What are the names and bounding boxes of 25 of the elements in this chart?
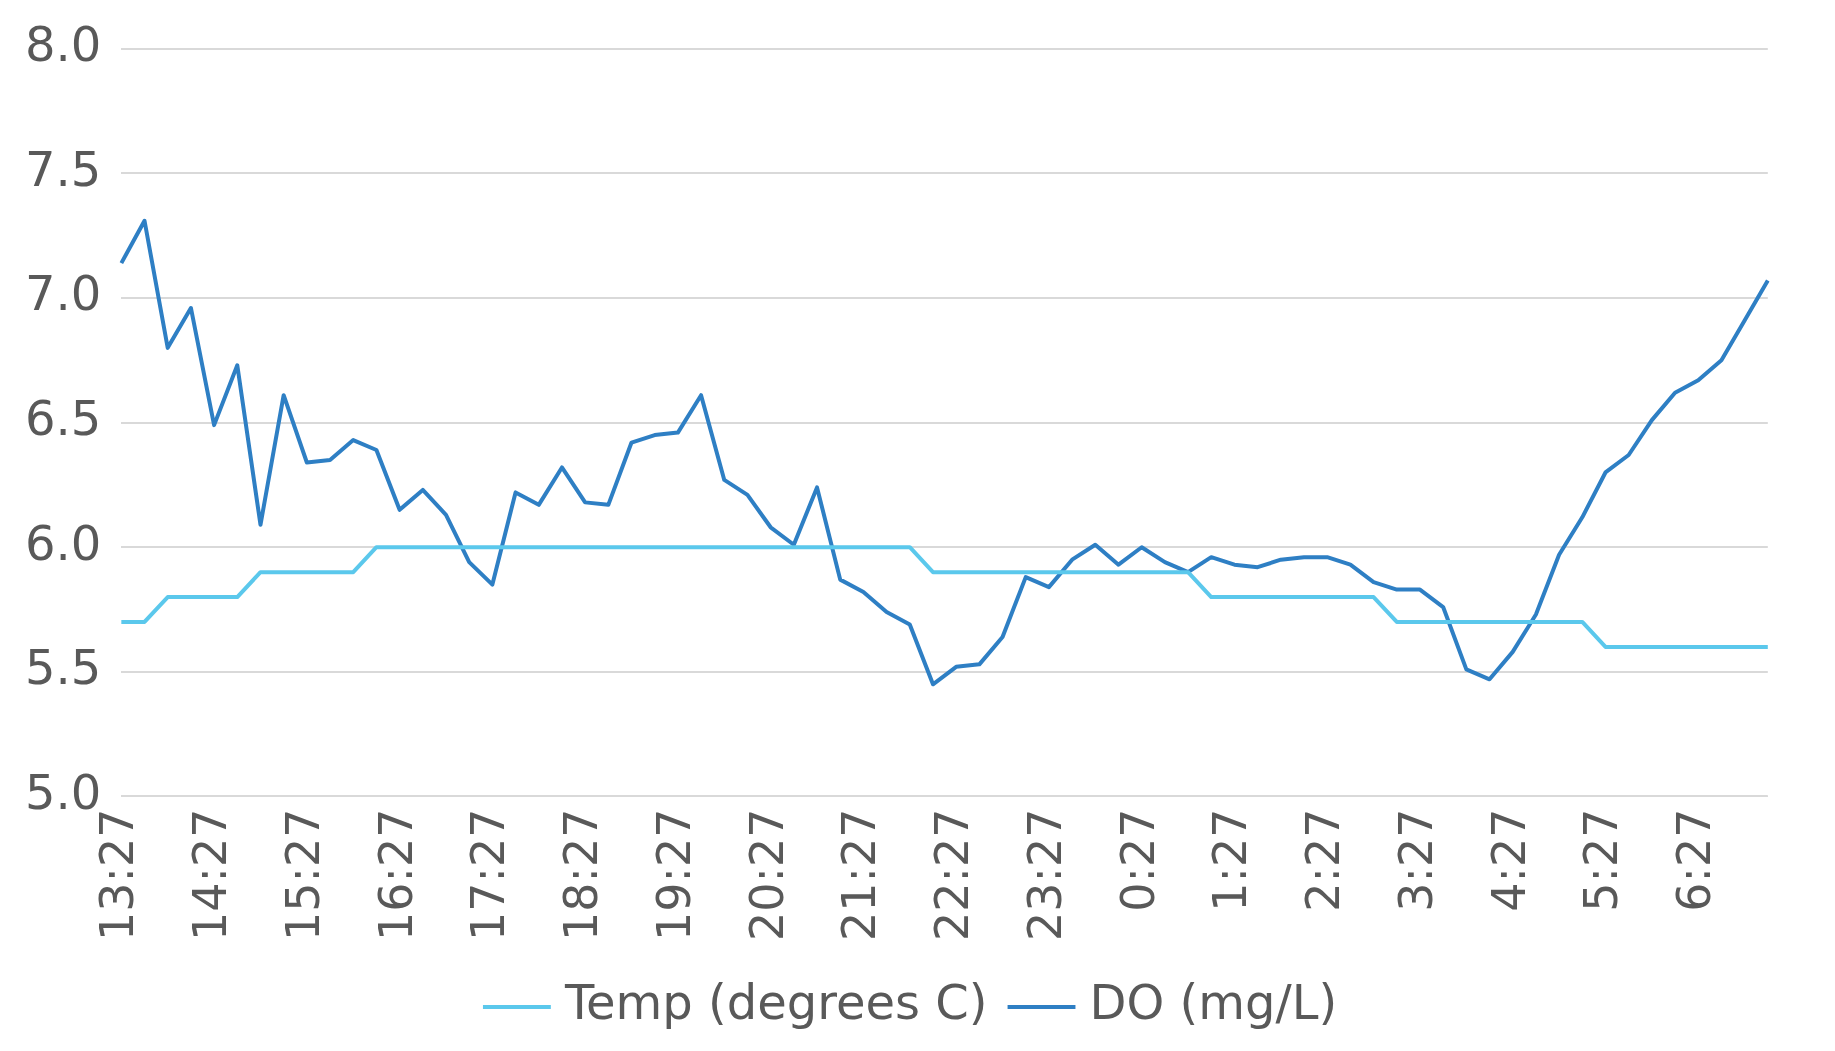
x-tick-label: 0:27 bbox=[1110, 808, 1165, 912]
x-tick-label: 17:27 bbox=[461, 808, 516, 942]
x-tick-label: 18:27 bbox=[554, 808, 609, 942]
x-tick-label: 4:27 bbox=[1481, 808, 1536, 912]
x-tick-label: 19:27 bbox=[646, 808, 701, 942]
y-tick-label: 6.5 bbox=[24, 390, 102, 447]
x-tick-label: 5:27 bbox=[1574, 808, 1629, 912]
x-tick-label: 16:27 bbox=[368, 808, 423, 942]
x-tick-label: 20:27 bbox=[739, 808, 794, 942]
x-tick-label: 3:27 bbox=[1388, 808, 1443, 912]
x-tick-label: 1:27 bbox=[1203, 808, 1258, 912]
y-tick-label: 7.5 bbox=[24, 140, 102, 197]
x-tick-label: 23:27 bbox=[1017, 808, 1072, 942]
x-tick-label: 6:27 bbox=[1667, 808, 1722, 912]
x-tick-label: 15:27 bbox=[275, 808, 330, 942]
x-tick-label: 14:27 bbox=[183, 808, 238, 942]
legend-label: Temp (degrees C) bbox=[563, 974, 988, 1031]
y-tick-label: 6.0 bbox=[24, 514, 102, 571]
x-tick-label: 2:27 bbox=[1296, 808, 1351, 912]
x-tick-label: 21:27 bbox=[832, 808, 887, 942]
y-tick-label: 8.0 bbox=[24, 16, 102, 73]
y-tick-label: 7.0 bbox=[24, 265, 102, 322]
x-tick-label: 22:27 bbox=[925, 808, 980, 942]
y-tick-label: 5.5 bbox=[24, 639, 102, 696]
legend-label: DO (mg/L) bbox=[1089, 974, 1338, 1031]
